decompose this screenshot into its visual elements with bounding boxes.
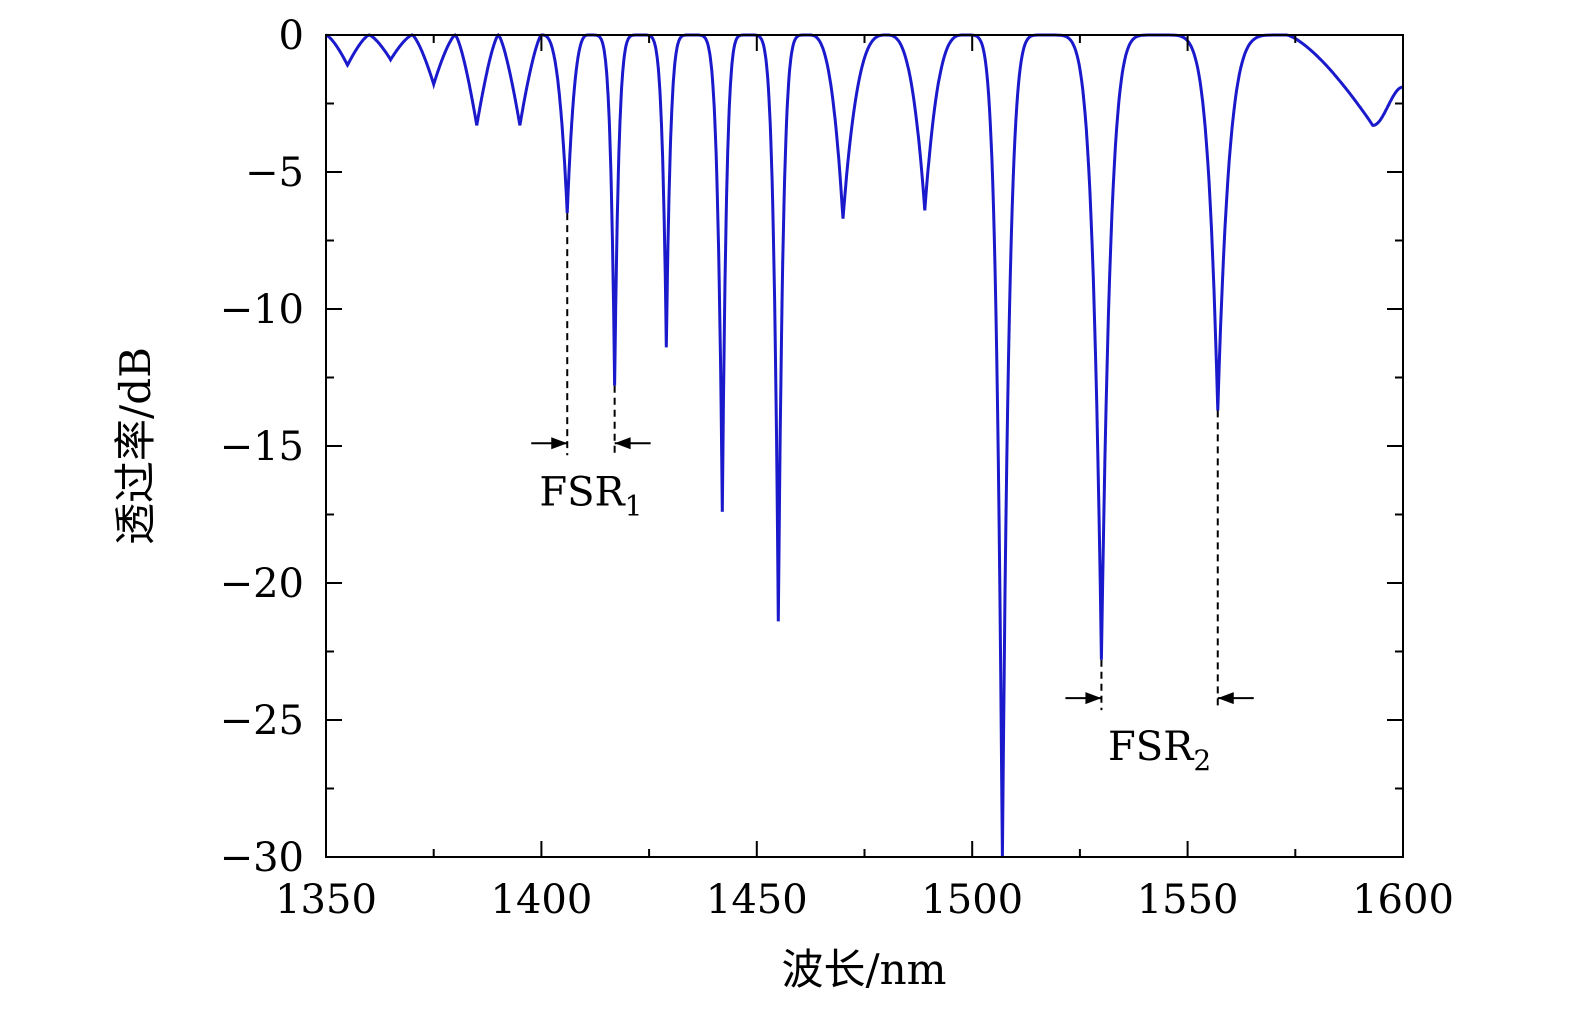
- y-tick-label: −20: [220, 561, 304, 607]
- tick-layer: [325, 34, 1404, 858]
- arrow-head: [1217, 692, 1234, 705]
- y-tick-label: −5: [245, 150, 304, 196]
- x-tick-label: 1450: [706, 877, 808, 923]
- tick-label-layer: 1350 1400 1450 1500 1550 1600 0 −5 −10 −15 −20 −25 −…: [220, 13, 1454, 923]
- curve-layer: [326, 32, 1403, 857]
- y-tick-label: −10: [220, 287, 304, 333]
- y-tick-label: 0: [279, 13, 304, 59]
- x-axis-title: 波长/nm: [781, 945, 946, 994]
- arrow-head: [1085, 692, 1102, 705]
- y-axis-title: 透过率/dB: [111, 347, 160, 545]
- fsr-label: FSR2: [1108, 724, 1211, 777]
- fsr-label: FSR1: [539, 469, 642, 522]
- y-tick-label: −25: [220, 698, 304, 744]
- fsr-annotation-1: FSR1: [531, 213, 651, 522]
- plot-frame: [325, 34, 1404, 858]
- x-tick-label: 1400: [491, 877, 593, 923]
- x-tick-label: 1600: [1352, 877, 1454, 923]
- y-tick-label: −15: [220, 424, 304, 470]
- x-tick-label: 1550: [1137, 877, 1239, 923]
- y-tick-label: −30: [220, 835, 304, 881]
- transmission-line: [326, 32, 1403, 857]
- arrow-head: [614, 437, 631, 450]
- annotation-layer: FSR1 FSR2: [531, 213, 1254, 777]
- x-tick-label: 1500: [921, 877, 1023, 923]
- x-tick-label: 1350: [275, 877, 377, 923]
- arrow-head: [551, 437, 568, 450]
- fsr-annotation-2: FSR2: [1065, 410, 1254, 777]
